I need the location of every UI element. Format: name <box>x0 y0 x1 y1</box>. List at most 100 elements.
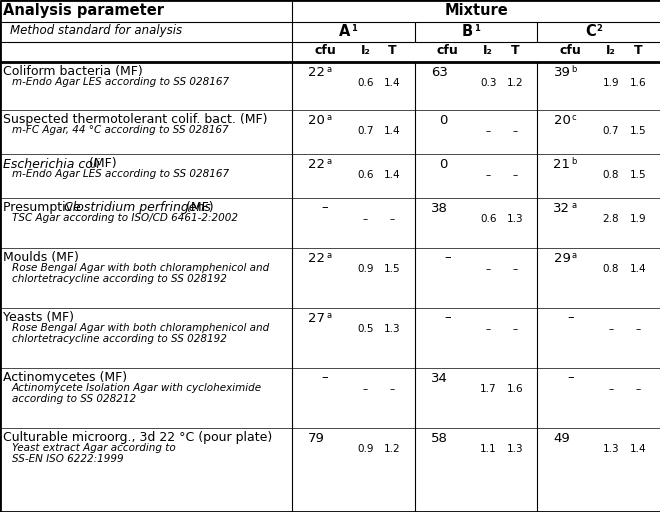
Text: –: – <box>390 215 395 224</box>
Text: Yeasts (MF): Yeasts (MF) <box>3 311 74 325</box>
Text: 1.3: 1.3 <box>603 444 619 455</box>
Text: –: – <box>486 126 491 137</box>
Text: 29: 29 <box>554 251 570 265</box>
Text: 0.8: 0.8 <box>603 170 619 181</box>
Text: –: – <box>513 265 518 274</box>
Text: 0.9: 0.9 <box>357 444 374 455</box>
Text: Escherichia coli: Escherichia coli <box>3 158 100 170</box>
Text: –: – <box>513 170 518 181</box>
Text: 22: 22 <box>308 66 325 78</box>
Text: a: a <box>326 311 331 321</box>
Text: –: – <box>390 385 395 395</box>
Text: according to SS 028212: according to SS 028212 <box>12 394 136 404</box>
Text: m-FC Agar, 44 °C according to SS 028167: m-FC Agar, 44 °C according to SS 028167 <box>12 125 228 135</box>
Text: I₂: I₂ <box>606 44 616 57</box>
Text: 1.4: 1.4 <box>630 265 646 274</box>
Text: (MF): (MF) <box>84 158 116 170</box>
Text: Actinomycete Isolation Agar with cycloheximide: Actinomycete Isolation Agar with cyclohe… <box>12 383 262 393</box>
Text: chlortetracycline according to SS 028192: chlortetracycline according to SS 028192 <box>12 274 227 284</box>
Text: a: a <box>572 202 577 210</box>
Text: a: a <box>326 114 331 122</box>
Text: 20: 20 <box>308 114 325 126</box>
Text: 32: 32 <box>554 202 570 215</box>
Text: 1.5: 1.5 <box>384 265 401 274</box>
Text: SS-EN ISO 6222:1999: SS-EN ISO 6222:1999 <box>12 454 123 464</box>
Text: 22: 22 <box>308 158 325 170</box>
Text: 0: 0 <box>440 158 447 170</box>
Text: –: – <box>444 251 451 265</box>
Text: chlortetracycline according to SS 028192: chlortetracycline according to SS 028192 <box>12 334 227 344</box>
Text: 39: 39 <box>554 66 570 78</box>
Text: I₂: I₂ <box>360 44 370 57</box>
Text: b: b <box>572 66 577 75</box>
Text: a: a <box>326 251 331 261</box>
Text: 0.5: 0.5 <box>357 325 374 334</box>
Text: –: – <box>636 325 641 334</box>
Text: a: a <box>326 66 331 75</box>
Text: T: T <box>634 44 642 57</box>
Text: 63: 63 <box>431 66 447 78</box>
Text: 0.3: 0.3 <box>480 78 496 89</box>
Text: b: b <box>572 158 577 166</box>
Text: Clostridium perfringens: Clostridium perfringens <box>64 202 211 215</box>
Text: 0.6: 0.6 <box>357 78 374 89</box>
Text: 0.6: 0.6 <box>480 215 496 224</box>
Text: m-Endo Agar LES according to SS 028167: m-Endo Agar LES according to SS 028167 <box>12 169 229 179</box>
Text: 0.6: 0.6 <box>357 170 374 181</box>
Text: 0.9: 0.9 <box>357 265 374 274</box>
Text: 1: 1 <box>351 24 357 33</box>
Text: –: – <box>609 325 614 334</box>
Text: 1.5: 1.5 <box>630 170 646 181</box>
Text: –: – <box>363 215 368 224</box>
Text: –: – <box>636 385 641 395</box>
Text: c: c <box>572 114 576 122</box>
Text: Rose Bengal Agar with both chloramphenicol and: Rose Bengal Agar with both chloramphenic… <box>12 323 269 333</box>
Text: Method standard for analysis: Method standard for analysis <box>10 24 182 37</box>
Text: 49: 49 <box>554 432 570 444</box>
Text: 20: 20 <box>554 114 570 126</box>
Text: –: – <box>486 325 491 334</box>
Text: 1.3: 1.3 <box>384 325 401 334</box>
Text: –: – <box>322 372 329 385</box>
Text: 2.8: 2.8 <box>603 215 619 224</box>
Text: a: a <box>326 158 331 166</box>
Text: –: – <box>513 325 518 334</box>
Text: 0.7: 0.7 <box>357 126 374 137</box>
Text: Analysis parameter: Analysis parameter <box>3 3 164 18</box>
Text: Culturable microorg., 3d 22 °C (pour plate): Culturable microorg., 3d 22 °C (pour pla… <box>3 432 272 444</box>
Text: I₂: I₂ <box>483 44 493 57</box>
Text: 27: 27 <box>308 311 325 325</box>
Text: 1.4: 1.4 <box>630 444 646 455</box>
Text: T: T <box>511 44 519 57</box>
Text: –: – <box>363 385 368 395</box>
Text: Yeast extract Agar according to: Yeast extract Agar according to <box>12 443 176 453</box>
Text: 1.4: 1.4 <box>384 126 401 137</box>
Text: Mixture: Mixture <box>444 3 508 18</box>
Text: A: A <box>339 24 350 39</box>
Text: B: B <box>462 24 473 39</box>
Text: C: C <box>585 24 596 39</box>
Text: –: – <box>486 170 491 181</box>
Text: (MF): (MF) <box>182 202 213 215</box>
Text: T: T <box>388 44 397 57</box>
Text: 2: 2 <box>597 24 603 33</box>
Text: 1.9: 1.9 <box>603 78 619 89</box>
Text: Presumptive: Presumptive <box>3 202 84 215</box>
Text: cfu: cfu <box>560 44 581 57</box>
Text: 1: 1 <box>474 24 480 33</box>
Text: –: – <box>513 126 518 137</box>
Text: 34: 34 <box>431 372 447 385</box>
Text: –: – <box>444 311 451 325</box>
Text: cfu: cfu <box>437 44 459 57</box>
Text: 1.6: 1.6 <box>630 78 646 89</box>
Text: Actinomycetes (MF): Actinomycetes (MF) <box>3 372 127 385</box>
Text: 1.1: 1.1 <box>480 444 496 455</box>
Text: 1.7: 1.7 <box>480 385 496 395</box>
Text: 1.3: 1.3 <box>507 215 523 224</box>
Text: 58: 58 <box>431 432 447 444</box>
Text: 0: 0 <box>440 114 447 126</box>
Text: Suspected thermotolerant colif. bact. (MF): Suspected thermotolerant colif. bact. (M… <box>3 114 267 126</box>
Text: TSC Agar according to ISO/CD 6461-2:2002: TSC Agar according to ISO/CD 6461-2:2002 <box>12 213 238 223</box>
Text: 79: 79 <box>308 432 325 444</box>
Text: 1.2: 1.2 <box>507 78 523 89</box>
